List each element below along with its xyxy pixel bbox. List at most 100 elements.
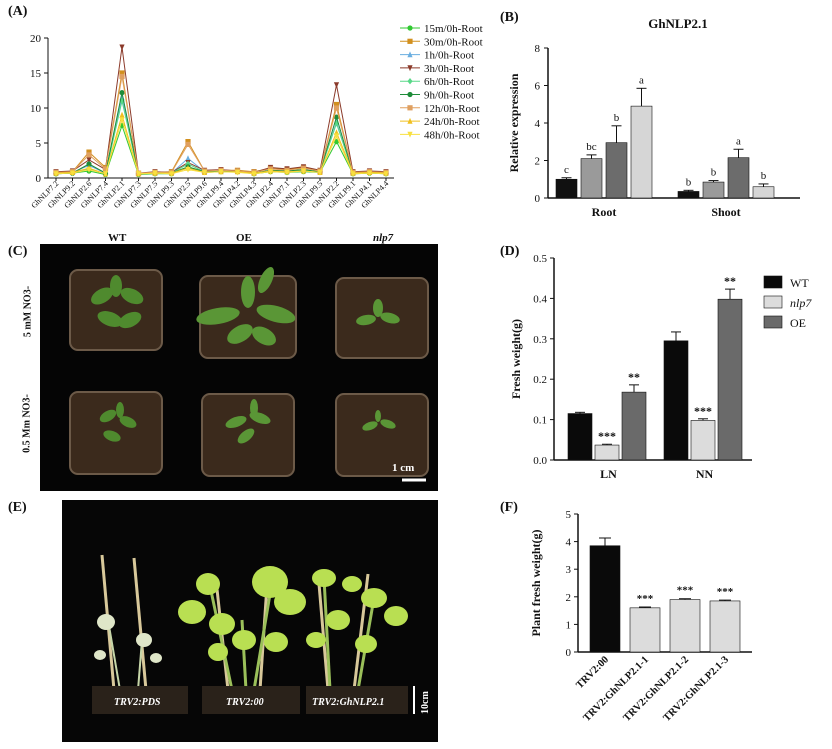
plants-pds (94, 614, 162, 691)
a-legend-label: 30m/0h-Root (424, 36, 483, 48)
photo-e-image: TRV2:PDS TRV2:00 TRV2:GhNLP2.1 10cm (62, 500, 438, 742)
pot-nlp7-05mm (335, 393, 429, 477)
a-point (185, 155, 191, 161)
d-bar (567, 413, 593, 461)
f-y-tick-label: 4 (566, 537, 572, 549)
pot-wt-05mm (69, 391, 163, 475)
a-point (86, 149, 92, 155)
chart-d-plot: Fresh weight(g)0.00.10.20.30.40.5*****LN… (509, 253, 812, 481)
d-x-label: LN (600, 467, 617, 481)
b-bar (752, 186, 775, 199)
a-point (86, 161, 92, 167)
b-x-label: Root (592, 205, 617, 219)
a-legend-marker (407, 117, 413, 124)
b-x-label: Shoot (711, 205, 740, 219)
chart-a: 05101520GhNLP7.2GhNLP9.2GhNLP2.6GhNLP7.4… (29, 23, 483, 210)
d-sig-label: ** (724, 274, 736, 288)
pot-oe-05mm (201, 393, 295, 477)
panel-label-a: (A) (8, 4, 28, 19)
pot-oe-5mm (196, 267, 297, 359)
d-y-tick-label: 0.4 (533, 293, 547, 305)
chart-d: Fresh weight(g)0.00.10.20.30.40.5*****LN… (509, 253, 812, 481)
plants-trv2-ghnlp21 (306, 569, 408, 691)
pot-nlp7-5mm (335, 277, 429, 359)
d-y-tick-label: 0.5 (533, 253, 547, 265)
a-point (284, 169, 290, 176)
f-y-tick-label: 2 (566, 592, 572, 604)
panel-label-d: (D) (500, 244, 520, 259)
b-sig-letter: a (736, 135, 741, 147)
a-point (333, 139, 340, 145)
a-point (185, 139, 191, 145)
a-point (185, 167, 191, 173)
d-bar (621, 391, 647, 461)
d-legend-swatch (763, 315, 783, 329)
a-y-tick-label: 20 (30, 33, 42, 45)
a-point (119, 44, 125, 51)
d-y-tick-label: 0.2 (533, 374, 547, 386)
d-sig-label: *** (694, 404, 712, 418)
a-legend-marker (407, 38, 413, 44)
row-label-5mm: 5 mM NO3- (22, 285, 34, 338)
a-point (102, 166, 109, 172)
a-legend-marker (407, 131, 413, 138)
b-y-tick-label: 2 (535, 156, 541, 168)
scale-label-c: 1 cm (392, 462, 414, 474)
b-y-tick-label: 8 (535, 43, 541, 55)
a-point (333, 101, 340, 108)
a-legend-label: 9h/0h-Root (424, 90, 474, 102)
a-point (86, 152, 92, 158)
photo-c-image: 1 cm (40, 244, 438, 491)
a-point (168, 171, 175, 177)
d-bar (690, 420, 716, 461)
d-x-label: NN (696, 467, 714, 481)
f-y-tick-label: 3 (566, 564, 572, 576)
b-sig-letter: c (564, 164, 569, 176)
chart-f-plot: Plant fresh weight(g)012345TRV2:00***TRV… (529, 509, 752, 724)
row-label-05mm: 0.5 Mm NO3- (21, 394, 33, 453)
col-label-nlp7: nlp7 (373, 232, 394, 244)
a-legend-label: 24h/0h-Root (424, 116, 480, 128)
f-bar (669, 599, 701, 653)
a-legend-marker (407, 25, 413, 31)
a-y-tick-label: 15 (30, 68, 42, 80)
panel-label-f: (F) (500, 500, 518, 515)
pot-trv2-ghnlp21 (306, 686, 408, 714)
d-y-tick-label: 0.0 (533, 455, 547, 467)
scale-label-e: 10cm (420, 691, 431, 714)
chart-b-plot: GhNLP2.1 Relative expression 0 2 4 6 8 c bc b a Roo… (507, 16, 800, 219)
a-legend-label: 1h/0h-Root (424, 50, 474, 62)
photo-c-row-labels: 5 mM NO3- 0.5 Mm NO3- (18, 258, 40, 490)
d-legend-swatch (763, 275, 783, 289)
a-point (333, 82, 340, 89)
f-sig-label: *** (717, 586, 734, 598)
f-y-tick-label: 5 (566, 509, 572, 521)
a-point (350, 171, 356, 177)
plants-trv2-00 (178, 566, 306, 691)
a-point (119, 117, 125, 124)
d-legend-label: nlp7 (790, 296, 812, 310)
f-ylabel: Plant fresh weight(g) (529, 529, 543, 636)
panel-label-e: (E) (8, 500, 27, 515)
f-x-label: TRV2:00 (574, 654, 611, 691)
b-y-tick-label: 6 (535, 81, 541, 93)
f-bar (589, 545, 621, 653)
a-legend-label: 3h/0h-Root (424, 63, 474, 75)
a-point (119, 70, 125, 76)
a-point (234, 169, 241, 176)
a-point (333, 114, 340, 120)
a-point (69, 170, 76, 177)
a-point (152, 170, 158, 177)
a-legend-label: 12h/0h-Root (424, 103, 480, 115)
a-point (383, 171, 389, 177)
panel-label-b: (B) (500, 10, 519, 25)
d-legend-label: WT (790, 276, 809, 290)
photo-e: TRV2:PDS TRV2:00 TRV2:GhNLP2.1 10cm (62, 500, 438, 742)
a-legend-marker (407, 65, 413, 72)
a-point (119, 73, 125, 80)
a-point (201, 169, 208, 176)
panel-label-c: (C) (8, 244, 28, 259)
a-point (86, 157, 92, 163)
pot-wt-5mm (69, 269, 163, 351)
a-y-tick-label: 10 (30, 103, 42, 115)
